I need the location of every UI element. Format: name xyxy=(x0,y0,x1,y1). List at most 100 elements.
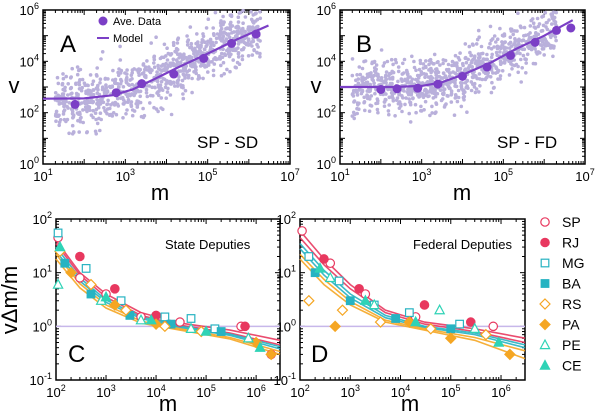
panel-d-xlabel: m xyxy=(401,391,419,412)
raw-data-point xyxy=(414,110,418,115)
x-tick-label: 104 xyxy=(391,383,410,400)
y-tick-label: 101 xyxy=(277,264,296,281)
raw-data-point xyxy=(212,43,216,48)
panel-a-ylabel: v xyxy=(9,73,20,98)
raw-data-point xyxy=(206,17,211,22)
raw-data-point xyxy=(221,60,226,65)
raw-data-point xyxy=(121,85,126,89)
raw-data-point xyxy=(497,68,501,73)
raw-data-point xyxy=(525,52,530,57)
y-tick-label: 102 xyxy=(317,104,336,121)
raw-data-point xyxy=(125,108,129,112)
raw-data-point xyxy=(374,67,379,72)
marker-sp xyxy=(488,321,499,332)
x-tick-label: 105 xyxy=(494,167,513,184)
raw-data-point xyxy=(390,94,395,98)
raw-data-point xyxy=(227,49,232,53)
side-legend-marker-mg xyxy=(540,258,550,268)
x-tick-label: 107 xyxy=(575,167,594,184)
raw-data-point xyxy=(489,47,494,51)
raw-data-point xyxy=(190,90,194,95)
raw-data-point xyxy=(401,61,405,66)
raw-data-point xyxy=(88,108,92,112)
raw-data-point xyxy=(169,61,174,66)
ave-data-point xyxy=(482,62,492,72)
raw-data-point xyxy=(100,97,104,102)
raw-data-point xyxy=(66,93,70,97)
raw-data-point xyxy=(215,32,220,36)
raw-data-point xyxy=(222,40,227,45)
y-tick-label: 102 xyxy=(20,104,39,121)
raw-data-point xyxy=(488,24,493,29)
raw-data-point xyxy=(487,45,491,50)
raw-data-point xyxy=(369,74,374,79)
raw-data-point xyxy=(350,73,355,78)
raw-data-point xyxy=(113,81,117,85)
x-tick-label: 106 xyxy=(491,383,510,400)
raw-data-point xyxy=(470,42,475,46)
raw-data-point xyxy=(363,108,367,113)
raw-data-point xyxy=(129,102,133,107)
raw-data-point xyxy=(83,99,87,104)
raw-data-point xyxy=(258,54,262,59)
marker-mg xyxy=(334,276,344,286)
raw-data-point xyxy=(453,96,458,100)
marker-ce xyxy=(145,313,157,325)
raw-data-point xyxy=(221,14,225,19)
raw-data-point xyxy=(152,65,157,69)
raw-data-point xyxy=(387,103,392,107)
raw-data-point xyxy=(412,65,417,70)
raw-data-point xyxy=(68,76,73,80)
raw-data-point xyxy=(77,83,82,87)
raw-data-point xyxy=(63,88,67,93)
raw-data-point xyxy=(118,58,123,62)
marker-rj xyxy=(110,284,120,294)
raw-data-point xyxy=(540,43,544,48)
marker-pe xyxy=(185,322,197,333)
raw-data-point xyxy=(218,30,223,35)
raw-data-point xyxy=(81,108,85,112)
raw-data-point xyxy=(428,76,433,81)
marker-sp xyxy=(297,226,307,236)
side-legend-marker-pa xyxy=(539,318,551,331)
raw-data-point xyxy=(460,87,464,91)
raw-data-point xyxy=(540,28,545,33)
raw-data-point xyxy=(463,42,468,46)
raw-data-point xyxy=(158,84,162,88)
raw-data-point xyxy=(489,90,494,95)
raw-data-point xyxy=(352,100,356,104)
raw-data-point xyxy=(526,44,530,49)
raw-data-point xyxy=(104,109,108,114)
raw-data-point xyxy=(439,98,444,103)
y-tick-label: 102 xyxy=(277,210,296,227)
raw-data-point xyxy=(408,75,412,79)
raw-data-point xyxy=(462,98,466,102)
raw-data-point xyxy=(477,35,482,39)
ave-data-point xyxy=(111,88,121,98)
raw-data-point xyxy=(188,45,192,50)
raw-data-point xyxy=(407,111,412,116)
raw-data-point xyxy=(241,21,245,26)
raw-data-point xyxy=(70,91,74,96)
raw-data-point xyxy=(362,59,366,64)
raw-data-point xyxy=(118,82,123,86)
marker-pe xyxy=(368,298,380,310)
raw-data-point xyxy=(351,110,356,115)
raw-data-point xyxy=(550,13,555,17)
raw-data-point xyxy=(413,102,418,107)
panel-c: C State Deputies m vΔm/m 102 103 104 105 106… xyxy=(0,210,281,412)
raw-data-point xyxy=(511,32,515,37)
raw-data-point xyxy=(553,20,558,24)
raw-data-point xyxy=(103,91,108,96)
raw-data-point xyxy=(147,84,152,88)
raw-data-point xyxy=(164,96,168,100)
ave-data-point xyxy=(551,25,561,35)
marker-pa xyxy=(108,299,121,311)
marker-ce xyxy=(100,290,112,302)
raw-data-point xyxy=(544,21,549,25)
side-legend-label-rj: RJ xyxy=(562,235,579,251)
raw-data-point xyxy=(236,20,241,24)
raw-data-point xyxy=(390,77,395,81)
raw-data-point xyxy=(169,112,174,117)
raw-data-point xyxy=(93,129,98,134)
